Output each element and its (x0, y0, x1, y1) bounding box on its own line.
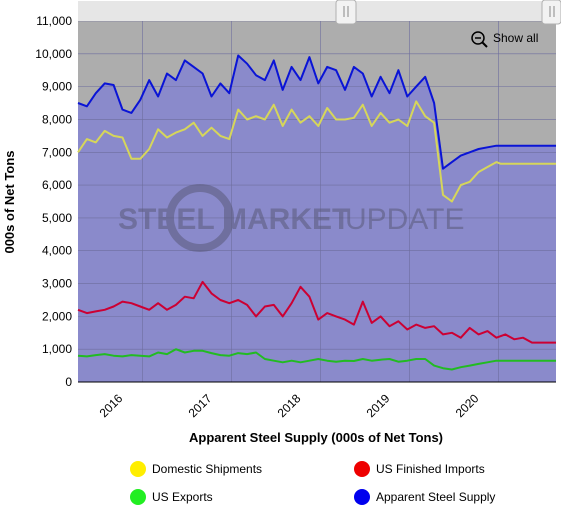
legend-marker-imports (354, 461, 370, 477)
zoom-out-icon-handle (481, 41, 488, 48)
series-line-us-exports[interactable] (77, 348, 556, 371)
y-axis-ticks: 0 1,000 2,000 3,000 4,000 5,000 6,000 7,000 8,00… (35, 14, 72, 389)
legend-item-apparent-steel-supply[interactable]: Apparent Steel Supply (354, 489, 495, 505)
y-tick-label: 5,000 (42, 211, 72, 225)
legend-label-supply: Apparent Steel Supply (376, 490, 495, 504)
watermark-logo: STEEL MARKET UPDATE (118, 184, 464, 252)
navigator-handle-right[interactable] (541, 0, 561, 25)
y-tick-label: 11,000 (36, 14, 72, 28)
series-line-domestic-shipments[interactable] (77, 100, 556, 203)
y-tick-label: 2,000 (42, 309, 72, 323)
y-tick-label: 10,000 (35, 47, 72, 61)
series-line-apparent-steel-supply[interactable] (77, 54, 556, 170)
navigator-handle-left[interactable] (335, 0, 357, 25)
x-axis-title: Apparent Steel Supply (000s of Net Tons) (189, 430, 443, 445)
y-tick-label: 9,000 (42, 80, 72, 94)
watermark-word-update: UPDATE (345, 203, 464, 236)
watermark-word-market: MARKET (222, 203, 350, 236)
x-tick-label: 2016 (97, 391, 126, 420)
series-line-us-finished-imports[interactable] (77, 280, 556, 344)
y-tick-label: 8,000 (42, 112, 72, 126)
legend-marker-supply (354, 489, 370, 505)
navigator-track[interactable] (78, 1, 554, 21)
show-all-label[interactable]: Show all (493, 31, 538, 45)
y-tick-label: 1,000 (42, 342, 72, 356)
y-tick-label: 4,000 (42, 244, 72, 258)
zoom-out-icon (471, 31, 485, 45)
x-tick-label: 2018 (275, 391, 304, 420)
y-tick-label: 7,000 (42, 145, 72, 159)
legend-label-domestic: Domestic Shipments (152, 462, 262, 476)
legend-marker-domestic (130, 461, 146, 477)
watermark-circle (166, 184, 234, 252)
y-tick-label: 6,000 (42, 178, 72, 192)
legend-item-us-finished-imports[interactable]: US Finished Imports (354, 461, 485, 477)
y-axis-title: 000s of Net Tons (2, 150, 17, 253)
y-tick-label: 3,000 (42, 277, 72, 291)
series-layer (77, 54, 556, 371)
legend-label-exports: US Exports (152, 490, 213, 504)
watermark-word-steel: STEEL (118, 203, 215, 236)
x-tick-label: 2017 (186, 391, 215, 420)
legend-label-imports: US Finished Imports (376, 462, 485, 476)
legend-item-domestic-shipments[interactable]: Domestic Shipments (130, 461, 262, 477)
show-all-button[interactable]: Show all (471, 31, 538, 48)
legend: Domestic Shipments US Finished Imports U… (130, 461, 495, 505)
legend-marker-exports (130, 489, 146, 505)
x-tick-label: 2019 (364, 391, 393, 420)
legend-item-us-exports[interactable]: US Exports (130, 489, 213, 505)
range-navigator[interactable] (78, 0, 561, 25)
x-tick-label: 2020 (453, 391, 482, 420)
y-tick-label: 0 (65, 375, 72, 389)
x-axis-ticks: 2016 2017 2018 2019 2020 (78, 381, 556, 420)
